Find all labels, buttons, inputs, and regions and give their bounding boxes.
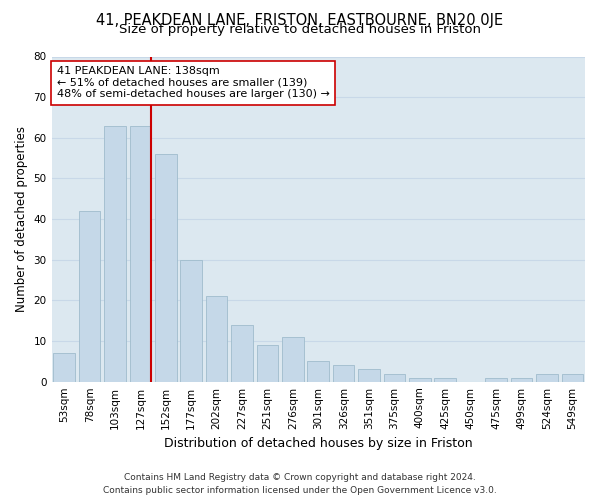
Text: Size of property relative to detached houses in Friston: Size of property relative to detached ho…	[119, 22, 481, 36]
Bar	[383, 374, 405, 382]
X-axis label: Distribution of detached houses by size in Friston: Distribution of detached houses by size …	[164, 437, 473, 450]
Bar	[485, 378, 507, 382]
Bar	[358, 370, 380, 382]
Bar	[231, 325, 253, 382]
Bar	[282, 337, 304, 382]
Bar	[79, 211, 100, 382]
Bar	[257, 345, 278, 382]
Bar	[155, 154, 176, 382]
Bar	[536, 374, 557, 382]
Text: Contains HM Land Registry data © Crown copyright and database right 2024.
Contai: Contains HM Land Registry data © Crown c…	[103, 474, 497, 495]
Y-axis label: Number of detached properties: Number of detached properties	[15, 126, 28, 312]
Text: 41, PEAKDEAN LANE, FRISTON, EASTBOURNE, BN20 0JE: 41, PEAKDEAN LANE, FRISTON, EASTBOURNE, …	[97, 12, 503, 28]
Bar	[434, 378, 456, 382]
Bar	[409, 378, 431, 382]
Bar	[511, 378, 532, 382]
Bar	[104, 126, 126, 382]
Bar	[53, 353, 75, 382]
Bar	[206, 296, 227, 382]
Bar	[130, 126, 151, 382]
Bar	[181, 260, 202, 382]
Bar	[562, 374, 583, 382]
Text: 41 PEAKDEAN LANE: 138sqm
← 51% of detached houses are smaller (139)
48% of semi-: 41 PEAKDEAN LANE: 138sqm ← 51% of detach…	[57, 66, 330, 100]
Bar	[333, 366, 355, 382]
Bar	[307, 362, 329, 382]
